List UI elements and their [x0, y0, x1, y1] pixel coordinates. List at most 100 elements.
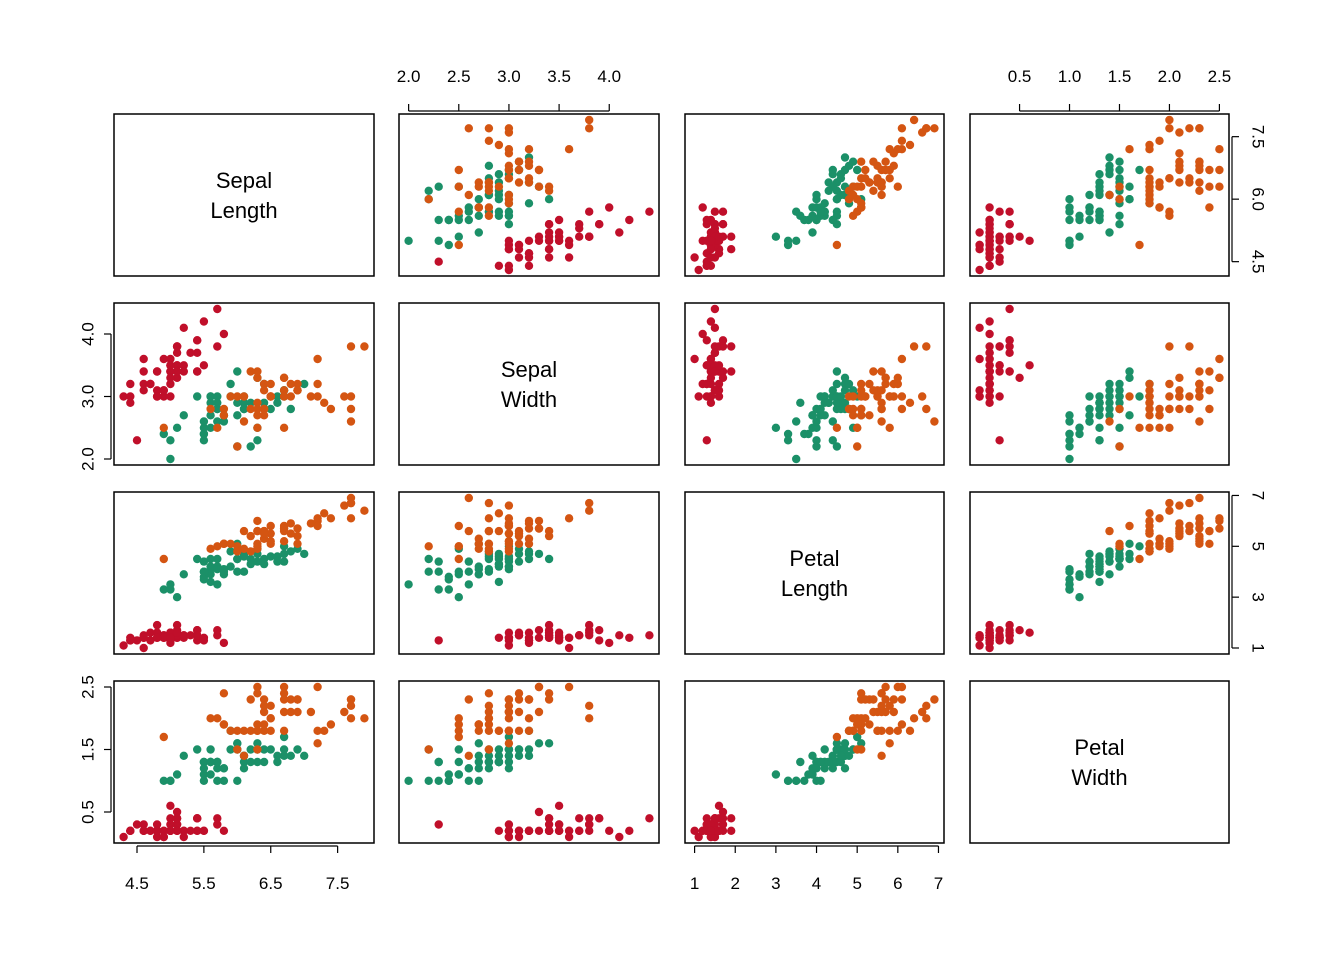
data-point — [534, 633, 544, 642]
data-point — [152, 620, 162, 630]
data-point — [434, 757, 443, 767]
tick-label: 3.0 — [78, 385, 97, 409]
data-point — [504, 745, 514, 754]
data-point — [504, 245, 514, 254]
data-point — [534, 236, 544, 245]
data-point — [1175, 392, 1184, 401]
data-point — [166, 354, 175, 364]
data-point — [710, 224, 720, 233]
data-point — [1175, 404, 1184, 414]
data-point — [504, 820, 514, 829]
data-point — [585, 701, 594, 710]
panel-frame — [969, 302, 1230, 466]
data-point — [253, 757, 262, 767]
data-point — [1165, 498, 1174, 508]
data-point — [585, 506, 594, 515]
data-point — [1165, 404, 1174, 414]
data-point — [172, 820, 182, 829]
data-point — [524, 826, 534, 835]
data-point — [1175, 501, 1184, 510]
data-point — [727, 245, 736, 254]
data-point — [279, 745, 289, 754]
data-point — [832, 423, 842, 432]
data-point — [474, 203, 483, 212]
data-point — [832, 739, 842, 748]
data-point — [213, 417, 222, 426]
data-point — [1065, 442, 1074, 451]
data-point — [840, 745, 850, 754]
data-point — [985, 392, 994, 401]
data-point — [474, 562, 483, 571]
data-point — [199, 764, 209, 773]
data-point — [564, 253, 574, 262]
data-point — [1085, 215, 1094, 225]
data-point — [865, 379, 874, 389]
data-point — [132, 436, 142, 445]
data-point — [1195, 186, 1204, 195]
data-point — [1115, 220, 1124, 229]
data-point — [219, 776, 229, 785]
data-point — [544, 253, 554, 262]
data-point — [524, 253, 534, 262]
data-point — [985, 348, 994, 357]
data-point — [434, 236, 443, 245]
data-point — [1075, 232, 1084, 241]
data-point — [808, 411, 817, 420]
data-point — [484, 689, 494, 698]
data-point — [796, 398, 805, 407]
data-point — [524, 547, 534, 556]
data-point — [199, 429, 209, 439]
data-point — [554, 636, 564, 645]
data-point — [554, 228, 564, 237]
data-point — [1195, 519, 1204, 528]
data-point — [340, 392, 349, 401]
data-point — [504, 751, 514, 760]
data-point — [1105, 552, 1114, 561]
data-point — [1215, 514, 1224, 523]
data-point — [995, 361, 1004, 370]
tick-label: 2.5 — [447, 67, 471, 86]
data-point — [172, 628, 182, 637]
data-point — [279, 373, 289, 382]
panel-frame — [684, 113, 945, 277]
data-point — [710, 304, 720, 314]
data-point — [1195, 386, 1204, 395]
data-point — [985, 398, 994, 407]
tick-label: 1 — [1249, 643, 1268, 652]
data-point — [239, 544, 249, 553]
data-point — [1125, 554, 1134, 564]
data-point — [718, 336, 728, 345]
data-point — [179, 367, 188, 376]
data-point — [985, 373, 994, 382]
data-point — [179, 411, 188, 420]
data-point — [266, 714, 275, 723]
data-point — [320, 509, 329, 518]
data-point — [824, 757, 833, 767]
tick-label: 2.0 — [1158, 67, 1182, 86]
data-point — [1165, 537, 1174, 546]
data-point — [213, 820, 222, 829]
data-point — [595, 814, 604, 823]
data-point — [152, 832, 162, 842]
data-point — [434, 776, 443, 785]
data-point — [266, 552, 275, 561]
data-point — [869, 707, 878, 717]
data-point — [564, 145, 574, 154]
data-point — [1105, 228, 1114, 237]
data-point — [869, 367, 878, 376]
data-point — [504, 521, 514, 531]
data-point — [464, 203, 473, 212]
data-point — [885, 739, 894, 748]
data-point — [206, 423, 215, 432]
data-point — [206, 411, 215, 420]
data-point — [1025, 628, 1034, 637]
data-point — [844, 195, 854, 204]
data-point — [816, 757, 825, 767]
data-point — [474, 211, 483, 220]
data-point — [985, 367, 994, 376]
data-point — [792, 454, 801, 464]
data-point — [514, 826, 524, 835]
data-point — [1115, 386, 1124, 395]
data-point — [313, 521, 322, 531]
data-point — [1095, 577, 1104, 587]
